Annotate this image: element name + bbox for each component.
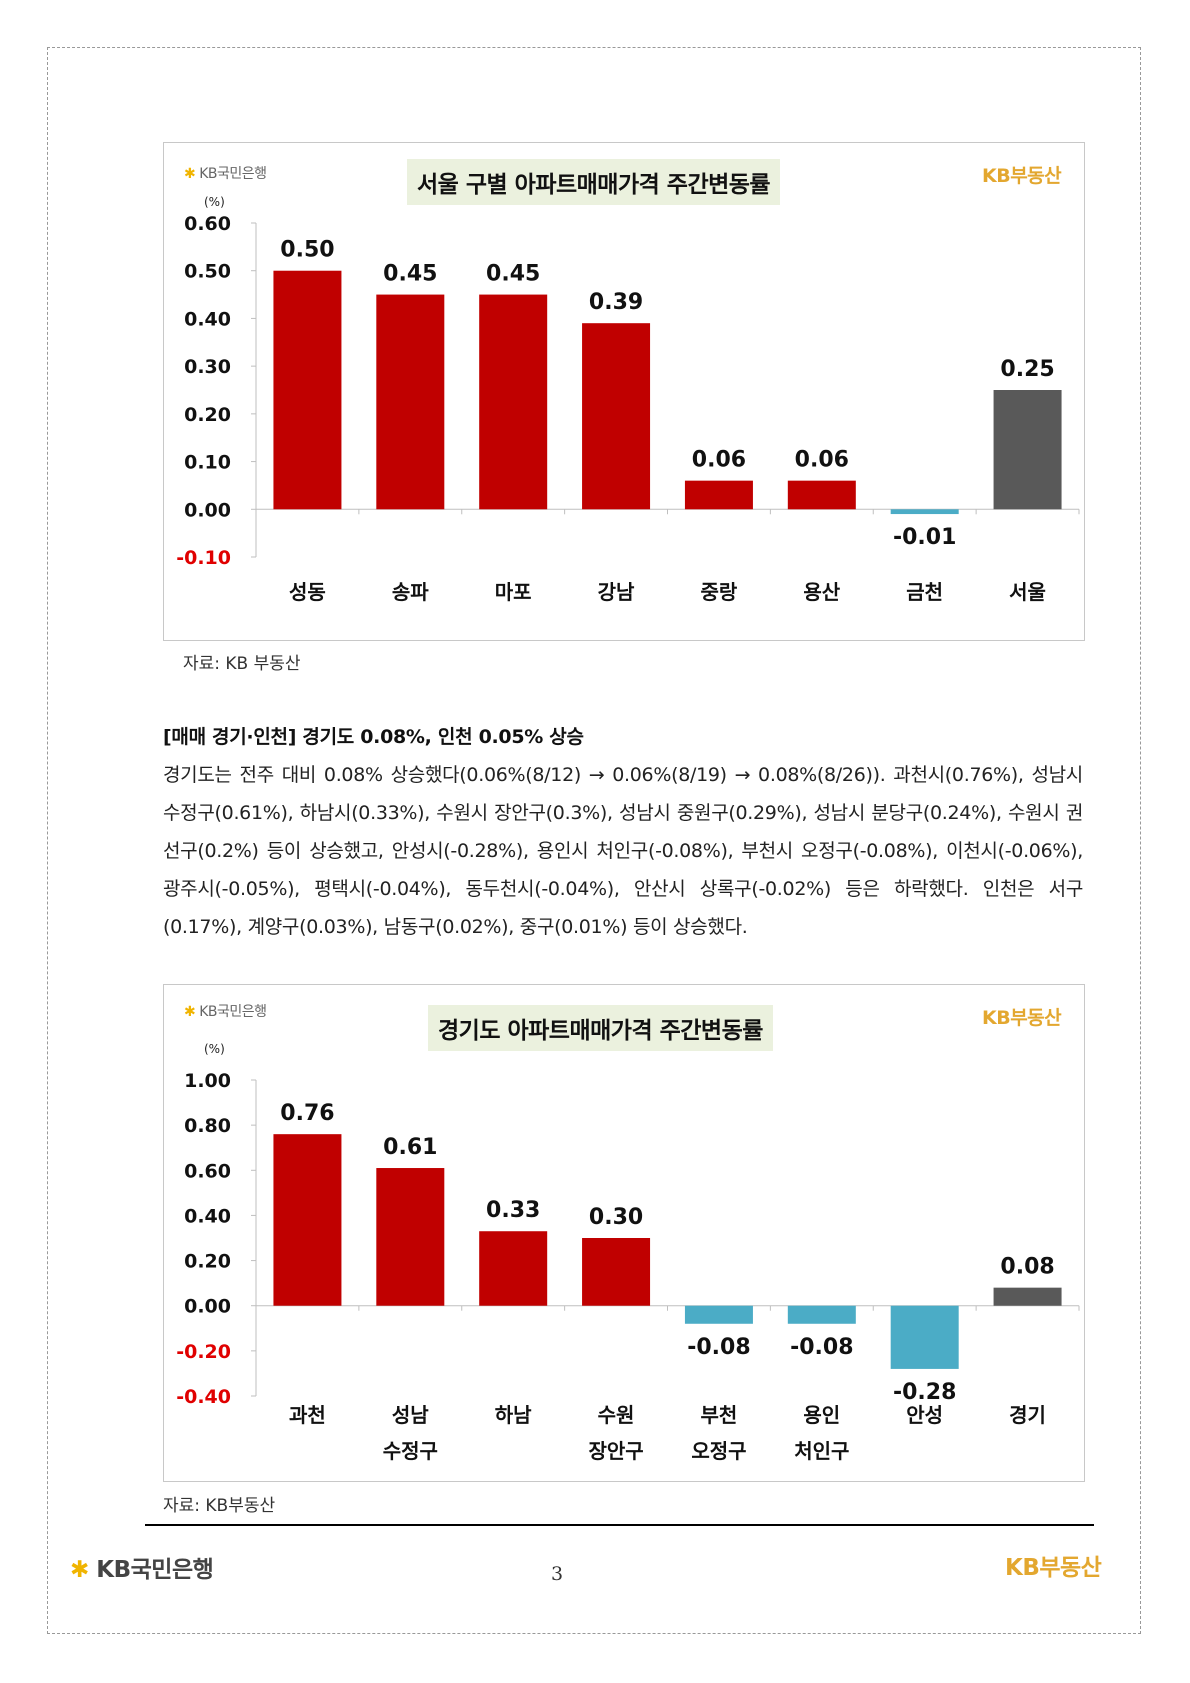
y-tick-label: 0.60 [184,213,231,235]
chart-title: 경기도 아파트매매가격 주간변동률 [428,1005,773,1051]
kb-budongsan-logo: KB부동산 [982,1007,1062,1029]
bar [582,1238,651,1306]
category-label: 중랑 [701,580,738,604]
data-label: 0.45 [486,262,540,287]
y-tick-label: 0.00 [184,1296,231,1318]
category-label: 안성 [906,1403,943,1427]
kb-star-icon: ✱ [70,1557,89,1583]
section-paragraph: 경기도는 전주 대비 0.08% 상승했다(0.06%(8/12) → 0.06… [163,764,1083,938]
section-heading: [매매 경기·인천] 경기도 0.08%, 인천 0.05% 상승 [163,726,584,748]
bar [273,270,342,510]
y-tick-label: 0.60 [184,1160,231,1182]
y-tick-label: -0.10 [176,547,231,569]
category-label: 오정구 [691,1439,746,1463]
category-label: 용인 [803,1403,840,1427]
footer-kb-bank-logo: ✱ KB국민은행 [70,1550,214,1584]
category-label: 장안구 [588,1439,643,1463]
category-label: 경기 [1009,1403,1046,1427]
category-label: 마포 [495,580,532,604]
bar [993,1287,1062,1306]
bar [684,1305,753,1324]
category-label: 성남 [392,1403,429,1427]
kb-budongsan-logo: KB부동산 [982,165,1062,187]
category-label: 서울 [1009,580,1046,604]
bar [582,323,651,510]
kb-bank-logo-text: KB국민은행 [199,166,267,182]
data-label: -0.28 [893,1380,956,1405]
data-label: 0.50 [280,238,334,263]
footer-rule [145,1524,1094,1526]
category-label: 하남 [495,1403,532,1427]
data-label: 0.61 [383,1135,437,1160]
seoul-chart: ✱ KB국민은행 서울 구별 아파트매매가격 주간변동률 KB부동산 (%) 0… [163,142,1085,641]
y-tick-label: 1.00 [184,1070,231,1092]
kb-star-icon: ✱ [184,166,196,182]
y-tick-label: 0.20 [184,1251,231,1273]
chart-title: 서울 구별 아파트매매가격 주간변동률 [407,159,781,205]
category-label: 수원 [598,1403,635,1427]
bar [787,480,856,510]
gyeonggi-chart-source: 자료: KB부동산 [163,1496,276,1516]
kb-star-icon: ✱ [184,1004,196,1020]
category-label: 금천 [906,580,943,604]
kb-bank-logo-small: ✱ KB국민은행 [184,163,267,183]
y-tick-label: 0.20 [184,404,231,426]
y-axis-unit: (%) [204,1042,225,1056]
y-tick-label: 0.40 [184,1205,231,1227]
data-label: -0.08 [687,1335,750,1360]
bar [890,1305,959,1369]
data-label: 0.76 [280,1101,334,1126]
category-label: 과천 [289,1403,326,1427]
seoul-bar-chart: 0.60 0.50 0.40 0.30 0.20 0.10 0.00 -0.10 0.50 성동 0… [176,213,1080,604]
y-tick-label: -0.40 [176,1386,231,1408]
data-label: 0.06 [692,448,746,473]
y-axis-unit: (%) [204,195,225,209]
page-number: 3 [551,1563,564,1585]
category-label: 부천 [701,1403,738,1427]
gyeonggi-bar-chart: 1.00 0.80 0.60 0.40 0.20 0.00 -0.20 -0.40 0.76 과천… [176,1070,1080,1463]
bar [787,1305,856,1324]
bar [376,294,445,510]
footer-kb-bank-text: KB국민은행 [96,1557,214,1583]
category-label: 송파 [392,580,429,604]
kb-bank-logo-small: ✱ KB국민은행 [184,1001,267,1021]
bar [273,1134,342,1306]
bar [376,1168,445,1306]
y-tick-label: 0.10 [184,452,231,474]
category-label: 성동 [289,580,326,604]
data-label: -0.01 [893,525,956,550]
category-label: 강남 [598,580,635,604]
data-label: 0.39 [589,290,643,315]
data-label: 0.06 [795,448,849,473]
seoul-chart-source: 자료: KB 부동산 [183,654,301,674]
y-tick-label: 0.00 [184,499,231,521]
footer-kb-budongsan-logo: KB부동산 [1005,1555,1102,1581]
data-label: 0.25 [1000,357,1054,382]
data-label: 0.45 [383,262,437,287]
y-tick-label: 0.30 [184,356,231,378]
gyeonggi-chart: ✱ KB국민은행 경기도 아파트매매가격 주간변동률 KB부동산 (%) 1.0… [163,984,1085,1482]
bar [993,390,1062,510]
bar [890,509,959,515]
kb-bank-logo-text: KB국민은행 [199,1004,267,1020]
data-label: 0.33 [486,1198,540,1223]
data-label: -0.08 [790,1335,853,1360]
bar [684,480,753,510]
y-tick-label: -0.20 [176,1341,231,1363]
y-tick-label: 0.80 [184,1115,231,1137]
bar [479,294,548,510]
bar [479,1231,548,1306]
y-tick-label: 0.50 [184,261,231,283]
y-tick-label: 0.40 [184,308,231,330]
category-label: 수정구 [383,1439,438,1463]
data-label: 0.30 [589,1205,643,1230]
category-label: 용산 [803,580,840,604]
page-border [47,47,1141,1634]
data-label: 0.08 [1000,1255,1054,1280]
category-label: 처인구 [794,1439,849,1463]
